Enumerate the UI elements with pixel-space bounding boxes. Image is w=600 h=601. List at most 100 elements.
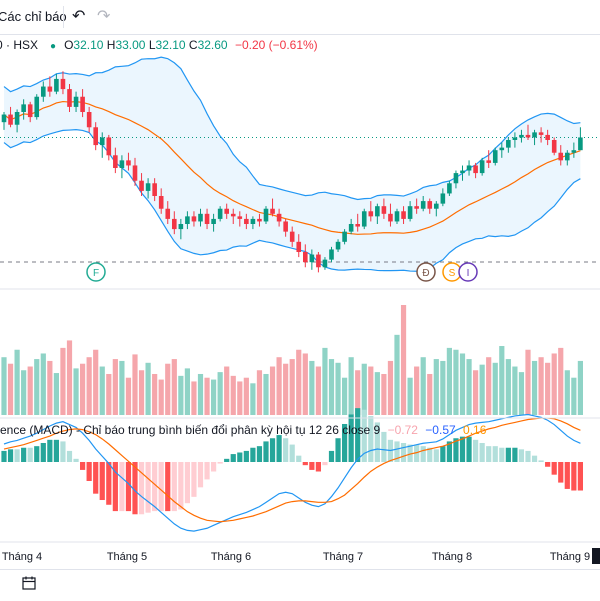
macd-histogram-bar xyxy=(473,439,479,462)
candle-body xyxy=(67,89,72,107)
candle-body xyxy=(309,254,315,263)
candle-body xyxy=(375,206,380,217)
macd-histogram-bar xyxy=(47,439,53,462)
candle-body xyxy=(86,112,92,128)
candle-body xyxy=(512,137,518,140)
macd-legend: ence (MACD) - Chỉ báo trung bình biến đổ… xyxy=(0,423,486,437)
macd-title[interactable]: ence (MACD) - Chỉ báo trung bình biến đổ… xyxy=(0,423,381,437)
candle-body xyxy=(532,132,537,138)
candle-body xyxy=(93,127,98,146)
volume-bar xyxy=(355,370,361,415)
volume-bar xyxy=(217,372,223,415)
macd-histogram-bar xyxy=(446,441,452,462)
macd-histogram-bar xyxy=(302,462,308,466)
candle-body xyxy=(113,155,118,168)
candle-body xyxy=(106,137,112,156)
macd-histogram-bar xyxy=(145,462,151,513)
volume-bar xyxy=(387,360,394,415)
volume-bar xyxy=(93,349,99,415)
event-marker-f xyxy=(86,262,106,282)
volume-bar xyxy=(60,347,66,415)
volume-bar xyxy=(197,373,204,415)
macd-histogram-bar xyxy=(342,423,348,462)
candle-body xyxy=(224,208,229,214)
macd-line xyxy=(3,413,581,532)
volume-bar xyxy=(7,363,14,415)
macd-histogram-bar xyxy=(368,416,374,462)
candle-body xyxy=(8,114,13,125)
candle-body xyxy=(316,254,321,268)
volume-bar xyxy=(315,366,321,415)
redo-icon[interactable]: ↷ xyxy=(97,8,111,25)
close-value: 32.60 xyxy=(197,38,228,52)
change-value: −0.20 (−0.61%) xyxy=(234,38,318,52)
candle-body xyxy=(407,206,413,219)
volume-bar xyxy=(66,340,73,415)
volume-bar xyxy=(269,366,276,415)
bollinger-basis-line xyxy=(3,100,581,235)
macd-histogram-bar xyxy=(14,449,20,462)
macd-histogram-bar xyxy=(21,447,27,462)
volume-bar xyxy=(191,381,197,415)
volume-bar xyxy=(577,360,583,415)
macd-histogram-bar xyxy=(459,436,466,462)
chart-canvas[interactable]: F Đ S I Tháng 4 Tháng 5 Tháng 6 Tháng 7 Tháng 8 T… xyxy=(0,0,600,569)
macd-histogram-bar xyxy=(328,450,335,462)
candle-body xyxy=(217,208,223,219)
candle-body xyxy=(440,193,446,204)
volume-bar xyxy=(283,363,289,415)
macd-histogram-bar xyxy=(499,447,505,462)
calendar-icon[interactable] xyxy=(22,576,36,590)
candle-body xyxy=(473,165,478,174)
macd-histogram-bar xyxy=(7,449,14,462)
macd-histogram-bar xyxy=(237,452,243,462)
candle-body xyxy=(27,104,33,118)
macd-histogram-bar xyxy=(60,441,66,462)
macd-histogram-bar xyxy=(191,462,197,497)
candle-body xyxy=(401,211,406,219)
event-marker-i xyxy=(458,262,478,282)
open-value: 32.10 xyxy=(73,38,104,52)
symbol-label[interactable]: 0 · HSX xyxy=(0,38,39,52)
macd-histogram-bar xyxy=(518,449,525,462)
volume-bar xyxy=(112,359,118,415)
volume-bar xyxy=(427,373,433,415)
volume-bar xyxy=(322,347,328,415)
volume-bar xyxy=(453,349,459,415)
event-marker-label: Đ xyxy=(422,268,429,279)
candle-body xyxy=(492,150,498,163)
volume-bar xyxy=(27,366,33,415)
x-tick-label: Tháng 9 xyxy=(550,551,590,563)
macd-histogram-bar xyxy=(466,436,472,462)
macd-histogram-bar xyxy=(355,408,361,462)
macd-histogram-bar xyxy=(99,462,105,501)
indicators-button[interactable]: Các chỉ báo xyxy=(0,9,67,24)
volume-bar xyxy=(518,372,525,415)
candle-body xyxy=(303,252,308,263)
candle-body xyxy=(41,86,46,97)
macd-histogram-bar xyxy=(73,458,79,462)
candle-body xyxy=(152,183,157,196)
macd-histogram-bar xyxy=(224,458,230,462)
market-status-dot: ● xyxy=(50,41,57,52)
volume-bar xyxy=(237,381,243,415)
macd-histogram-bar xyxy=(204,462,210,480)
volume-bar xyxy=(119,360,125,415)
price-legend: 0 · HSX ● O32.10 H33.00 L32.10 C32.60 −0.2… xyxy=(0,38,318,52)
candle-body xyxy=(204,213,210,224)
candle-body xyxy=(551,140,557,153)
volume-bar xyxy=(178,375,184,415)
macd-histogram-bar xyxy=(335,438,341,462)
toolbar-divider xyxy=(63,6,64,28)
macd-histogram-bar xyxy=(453,438,459,462)
volume-bar xyxy=(394,334,400,415)
undo-icon[interactable]: ↶ xyxy=(72,8,86,25)
candle-body xyxy=(126,160,131,166)
volume-bar xyxy=(106,373,112,415)
candle-body xyxy=(453,173,459,184)
event-marker-đ xyxy=(416,262,436,282)
volume-bar xyxy=(571,377,577,415)
volume-bar xyxy=(152,373,158,415)
volume-bar xyxy=(545,362,551,415)
x-tick-label: Tháng 5 xyxy=(107,551,147,563)
